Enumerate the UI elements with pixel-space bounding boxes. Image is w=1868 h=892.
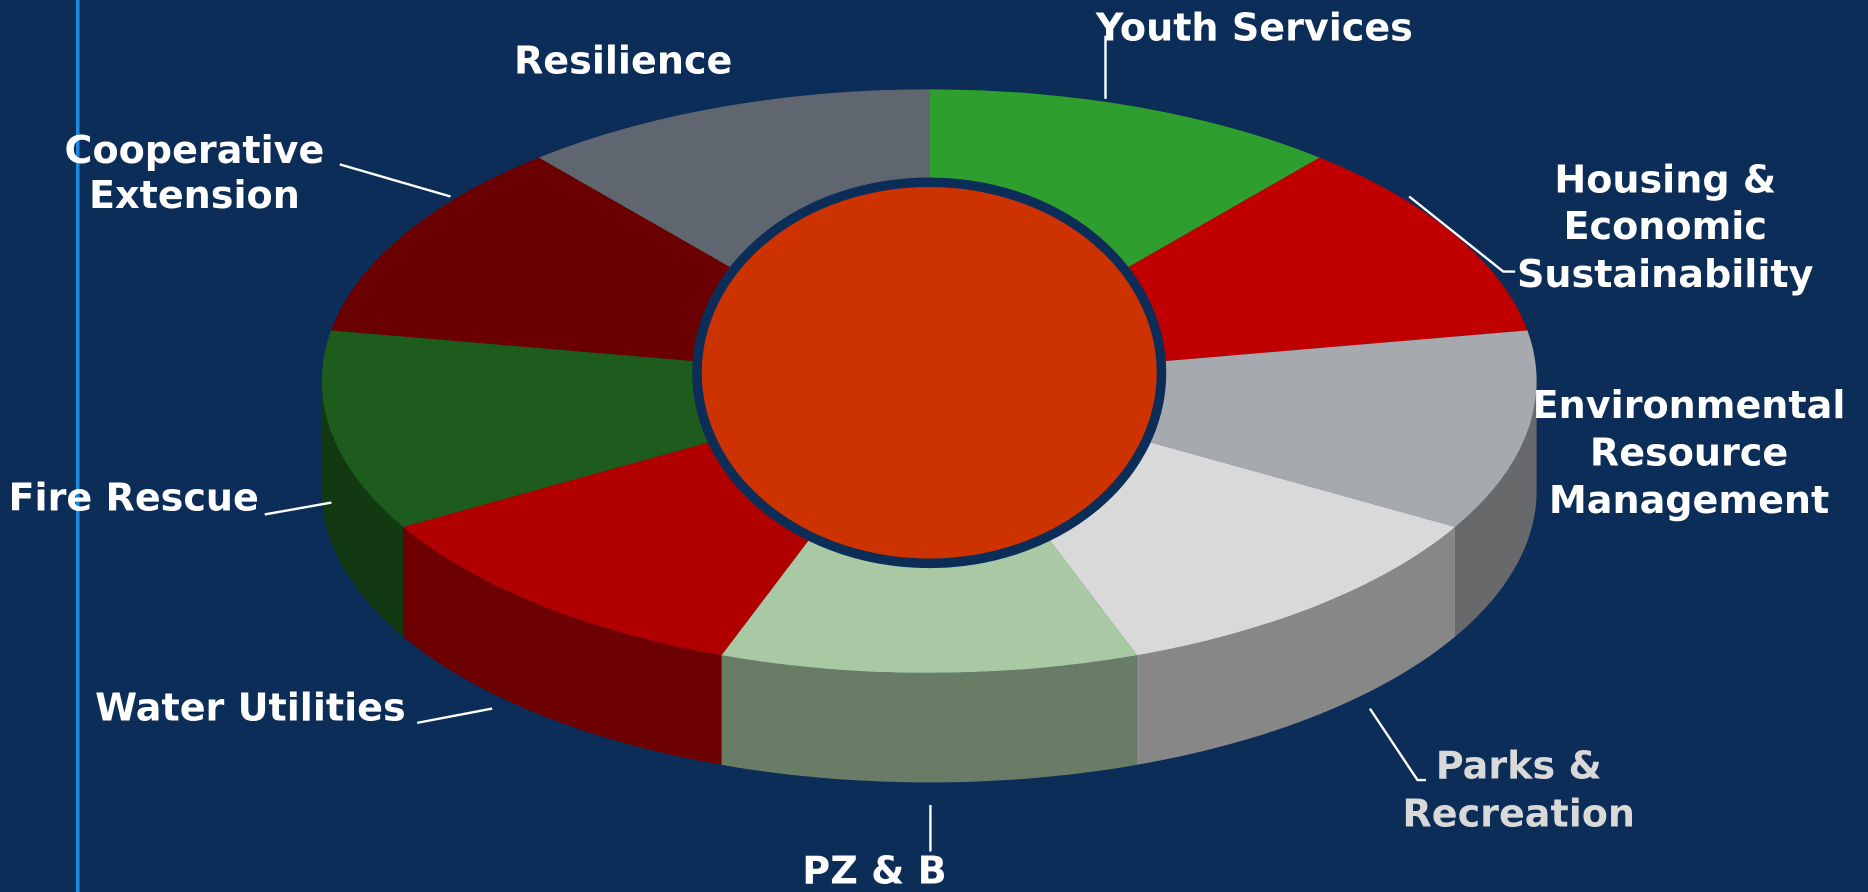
leader-line — [1408, 195, 1516, 273]
segment-label: Cooperative — [65, 128, 325, 172]
segment-side — [1455, 381, 1537, 637]
segment-label: Fire Rescue — [9, 476, 259, 520]
labels: Youth Services Housing &EconomicSustainab… — [9, 5, 1846, 892]
segment-label: Extension — [89, 173, 300, 217]
leader-line — [264, 501, 332, 516]
segment-label: Economic — [1564, 204, 1767, 248]
segment-label: Management — [1549, 478, 1829, 522]
leader-line — [416, 707, 493, 725]
segment-label: Parks & — [1436, 744, 1602, 788]
segment-label: Youth Services — [1095, 5, 1413, 49]
segment-label: PZ & B — [802, 848, 946, 892]
segment-side — [721, 655, 1137, 783]
leader-line — [1368, 707, 1426, 782]
segment-label: Resilience — [514, 39, 732, 83]
ring-sides — [321, 381, 1537, 783]
segment-side — [403, 526, 722, 765]
segment-label: Environmental — [1533, 383, 1846, 427]
segment-label: Recreation — [1402, 791, 1635, 835]
leader-line — [339, 163, 451, 198]
segment-label: Resource — [1590, 430, 1788, 474]
center-disc — [692, 177, 1167, 569]
segment-label: Water Utilities — [95, 685, 406, 729]
segment-label: Housing & — [1554, 158, 1776, 202]
segment-label: Sustainability — [1517, 252, 1814, 296]
segment-side — [1136, 526, 1456, 765]
leader-lines — [264, 35, 1516, 852]
segment-side — [321, 381, 404, 637]
